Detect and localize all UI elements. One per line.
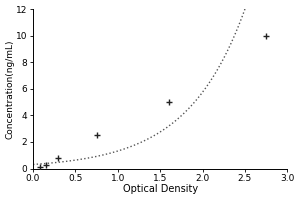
- X-axis label: Optical Density: Optical Density: [123, 184, 198, 194]
- Y-axis label: Concentration(ng/mL): Concentration(ng/mL): [6, 39, 15, 139]
